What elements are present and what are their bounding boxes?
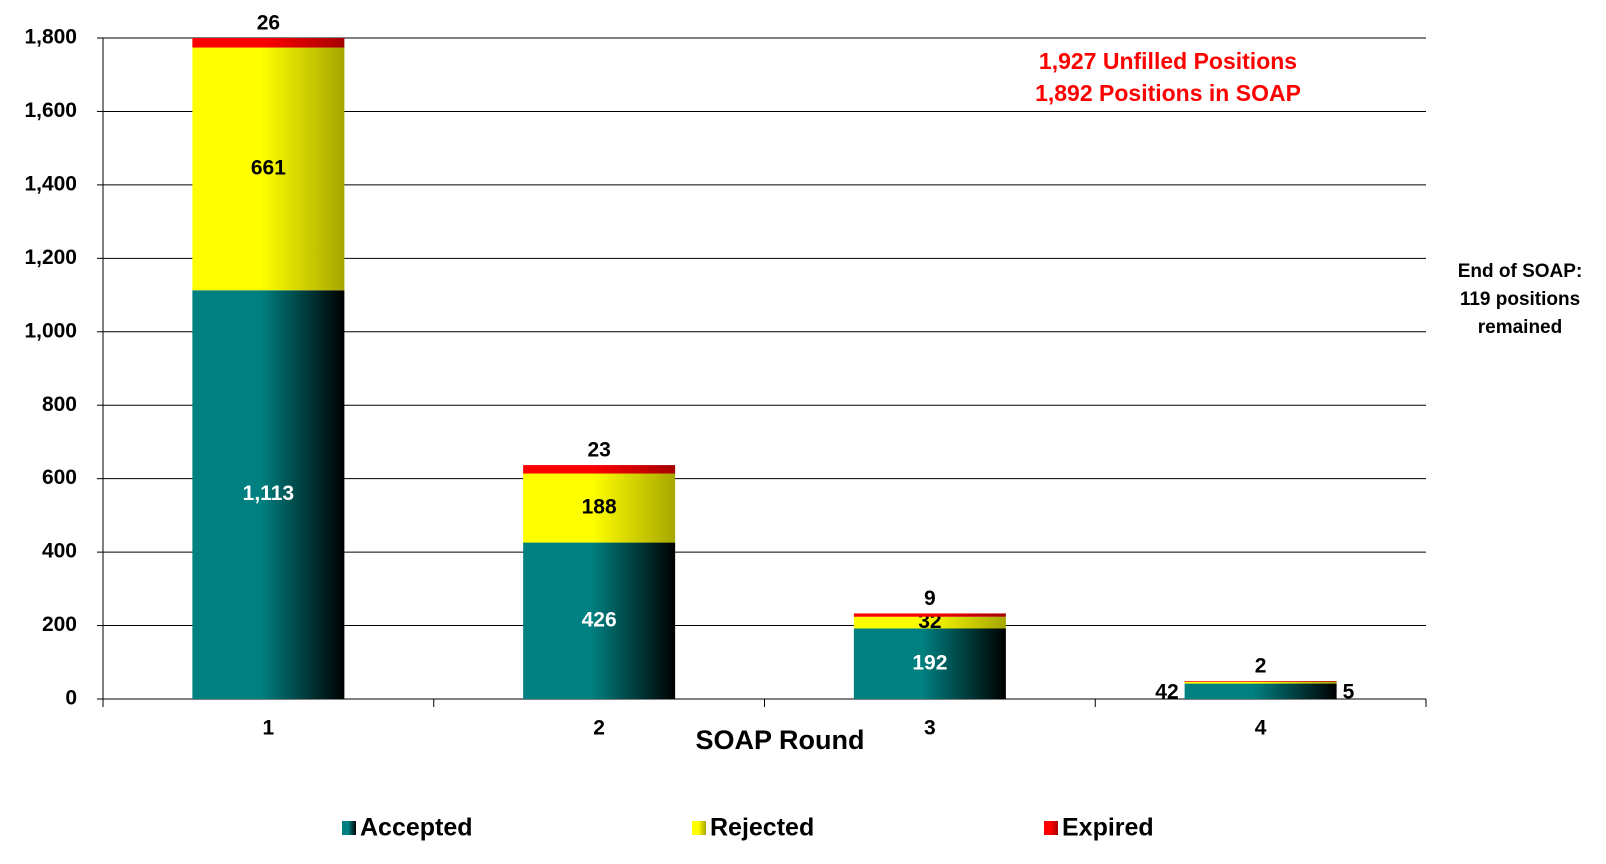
- annotation: 119 positions: [1460, 289, 1580, 310]
- y-tick-label: 1,800: [24, 26, 77, 49]
- x-tick-label: 3: [924, 717, 936, 740]
- x-tick-label: 4: [1255, 717, 1267, 740]
- data-label: 26: [257, 12, 280, 35]
- legend-swatch: [342, 821, 356, 835]
- bar-segment: [192, 38, 345, 48]
- data-label: 2: [1255, 655, 1267, 678]
- data-label: 188: [582, 496, 617, 519]
- legend-label: Expired: [1062, 814, 1154, 842]
- data-label: 42: [1155, 681, 1178, 704]
- y-tick-label: 400: [42, 540, 77, 563]
- bar-segment: [853, 613, 1006, 617]
- legend-label: Accepted: [360, 814, 473, 842]
- y-tick-label: 800: [42, 393, 77, 416]
- bar-segment: [853, 628, 1006, 699]
- annotation: remained: [1478, 317, 1562, 338]
- data-label: 1,113: [243, 482, 294, 505]
- y-tick-label: 1,600: [24, 99, 77, 122]
- annotation: End of SOAP:: [1458, 261, 1583, 282]
- bar-segment: [853, 616, 1006, 629]
- legend-swatch: [1044, 821, 1058, 835]
- annotation: 1,892 Positions in SOAP: [1035, 80, 1301, 106]
- data-label: 192: [912, 651, 947, 674]
- x-tick-label: 2: [593, 717, 605, 740]
- y-tick-label: 1,200: [24, 246, 77, 269]
- bar-segment: [523, 542, 676, 699]
- y-tick-label: 600: [42, 466, 77, 489]
- data-label: 23: [587, 439, 610, 462]
- y-tick-label: 1,400: [24, 172, 77, 195]
- y-tick-label: 200: [42, 613, 77, 636]
- y-tick-label: 1,000: [24, 319, 77, 342]
- bar-segment: [192, 47, 345, 291]
- bar-segment: [1184, 683, 1337, 699]
- x-tick-label: 1: [263, 717, 275, 740]
- bar-segment: [523, 465, 676, 474]
- bar-segment: [523, 473, 676, 543]
- y-tick-label: 0: [65, 687, 77, 710]
- legend-swatch: [692, 821, 706, 835]
- data-label: 5: [1343, 681, 1355, 704]
- annotation: 1,927 Unfilled Positions: [1039, 48, 1297, 74]
- data-label: 661: [251, 156, 286, 179]
- bar-segment: [1184, 681, 1337, 684]
- x-axis-label: SOAP Round: [695, 725, 864, 755]
- data-label: 9: [924, 587, 936, 610]
- bar-segment: [1184, 681, 1337, 682]
- bar-segment: [192, 290, 345, 699]
- data-label: 426: [582, 608, 617, 631]
- legend-label: Rejected: [710, 814, 814, 842]
